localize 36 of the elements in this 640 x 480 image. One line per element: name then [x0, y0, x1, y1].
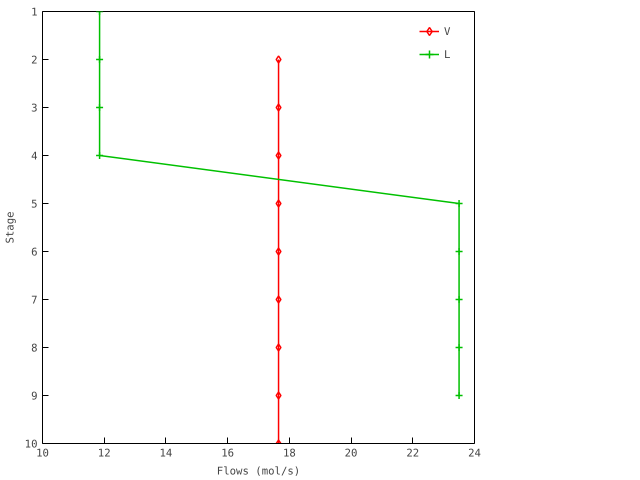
point	[275, 103, 282, 112]
x-tick-label: 20	[344, 446, 358, 460]
point	[275, 199, 282, 208]
x-tick-label: 18	[282, 446, 296, 460]
point	[454, 247, 464, 256]
x-axis-title: Flows (mol/s)	[216, 464, 300, 478]
y-tick-label: 5	[31, 198, 38, 210]
x-tick-label: 24	[468, 446, 481, 460]
y-tick-label: 1	[31, 6, 38, 18]
y-tick-label: 2	[31, 54, 38, 66]
y-tick-label: 4	[31, 150, 38, 162]
x-tick-label: 16	[221, 446, 234, 460]
point	[275, 247, 282, 256]
y-tick-label: 6	[31, 246, 38, 258]
point	[95, 103, 104, 112]
point	[275, 151, 282, 160]
y-tick-label: 9	[31, 390, 38, 402]
point	[275, 343, 282, 352]
legend-label: L	[444, 48, 452, 60]
point	[275, 391, 282, 400]
point	[275, 295, 282, 304]
point	[454, 199, 464, 208]
y-tick-label: 8	[31, 342, 38, 354]
point	[95, 55, 104, 64]
y-axis-title: Stage	[4, 211, 17, 244]
point	[454, 295, 464, 304]
point	[275, 55, 282, 64]
point	[95, 151, 104, 160]
x-tick-label: 12	[98, 446, 111, 460]
legend-label: V	[444, 24, 452, 38]
y-tick-label: 7	[31, 294, 38, 306]
point	[454, 343, 464, 352]
y-tick-label: 10	[24, 438, 38, 450]
x-tick-label: 14	[160, 446, 172, 460]
y-tick-label: 3	[31, 102, 38, 114]
x-tick-label: 22	[406, 446, 420, 460]
